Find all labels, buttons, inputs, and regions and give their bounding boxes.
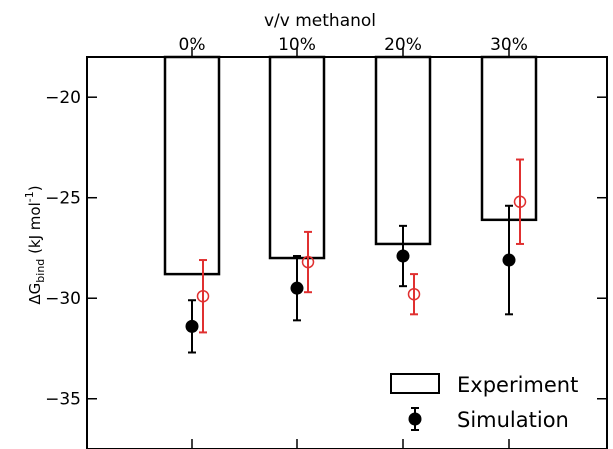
y-axis-title-sup: -1 bbox=[23, 191, 36, 202]
y-tick-label-1: −25 bbox=[45, 189, 81, 209]
y-tick-label-3: −35 bbox=[45, 390, 81, 410]
x-category-label-2: 20% bbox=[384, 35, 422, 55]
point-simulation-alt-1 bbox=[301, 255, 315, 269]
y-axis-title: ΔGbind (kJ mol-1) bbox=[23, 185, 47, 304]
x-category-label-0: 0% bbox=[179, 35, 206, 55]
y-tick-label-0: −20 bbox=[45, 88, 81, 108]
legend-simulation-label: Simulation bbox=[457, 408, 569, 432]
legend: Experiment Simulation bbox=[390, 373, 578, 432]
point-simulation-2 bbox=[396, 249, 410, 263]
y-tick-label-2: −30 bbox=[45, 289, 81, 309]
bar-experiment-1 bbox=[268, 55, 326, 260]
y-axis: −20 −25 −30 −35 bbox=[45, 88, 607, 410]
legend-simulation-marker bbox=[408, 412, 422, 426]
point-simulation-alt-3 bbox=[513, 195, 527, 208]
y-axis-title-main: ΔG bbox=[26, 283, 44, 305]
legend-experiment-swatch bbox=[390, 373, 440, 394]
point-simulation-0 bbox=[185, 319, 199, 333]
point-simulation-3 bbox=[502, 253, 516, 267]
bars-layer bbox=[163, 55, 538, 276]
point-simulation-alt-2 bbox=[407, 287, 421, 301]
y-axis-title-rest: (kJ mol bbox=[26, 202, 44, 258]
point-simulation-alt-0 bbox=[196, 289, 210, 303]
top-axis-title: v/v methanol bbox=[264, 11, 376, 31]
bar-experiment-2 bbox=[374, 55, 432, 246]
point-simulation-1 bbox=[290, 281, 304, 295]
points-layer bbox=[185, 158, 527, 354]
legend-experiment-label: Experiment bbox=[457, 373, 578, 397]
x-category-label-3: 30% bbox=[490, 35, 528, 55]
bar-experiment-3 bbox=[480, 55, 538, 222]
y-axis-title-sub: bind bbox=[34, 259, 47, 283]
x-axis: 0% 10% 20% 30% bbox=[179, 35, 528, 449]
plot-frame bbox=[86, 56, 608, 449]
bar-experiment-0 bbox=[163, 55, 221, 276]
y-axis-title-end: ) bbox=[26, 185, 44, 191]
x-category-label-1: 10% bbox=[278, 35, 316, 55]
